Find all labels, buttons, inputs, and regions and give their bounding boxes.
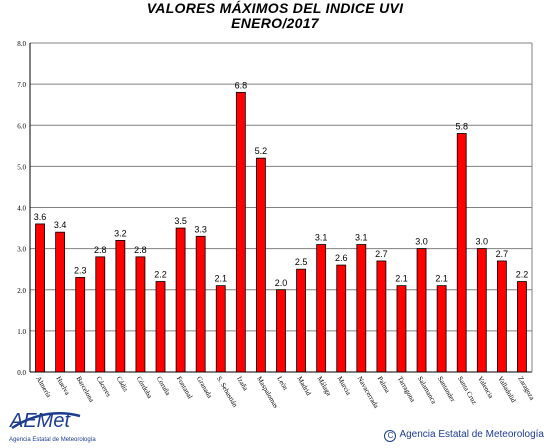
y-tick-label: 0.0 [17,369,26,377]
bar [296,268,306,373]
bar [95,256,106,373]
x-tick-label: Barcelona [74,375,96,404]
x-tick-label: Cádiz [115,375,130,393]
value-label: 5.8 [455,121,468,131]
bar [55,231,66,373]
y-tick-label: 6.0 [17,122,26,130]
logo-swoosh-icon [11,412,81,430]
bar [276,289,286,373]
value-label: 2.7 [496,249,509,259]
y-tick-label: 8.0 [17,40,26,48]
aemet-logo: AEMet Agencia Estatal de Meteorología [9,410,96,443]
value-label: 3.5 [174,216,187,226]
bar [135,256,146,373]
y-tick-label: 1.0 [17,328,26,336]
value-label: 6.8 [235,80,248,90]
bar [215,285,226,373]
value-label: 3.0 [476,237,489,247]
x-tick-label: Zaragoza [516,375,536,402]
bar [436,285,447,373]
x-tick-label: Coruña [155,375,173,398]
x-tick-label: Valencia [476,375,495,401]
x-tick-label: Izaña [235,375,250,393]
value-label: 2.1 [215,274,228,284]
bar [456,133,467,373]
bar [35,223,45,373]
value-label: 2.7 [375,249,388,259]
y-tick-labels: 0.0 1.0 2.0 3.0 4.0 5.0 6.0 7.0 8.0 [17,40,26,377]
bar [396,285,407,373]
value-label: 2.1 [395,274,408,284]
bar [496,260,507,373]
value-label: 2.2 [154,270,167,280]
value-label: 2.8 [134,245,147,255]
copyright-text: Agencia Estatal de Meteorología [399,429,544,440]
value-label: 5.2 [255,146,268,156]
x-tick-label: Santander [436,375,457,404]
bar [155,281,166,373]
x-tick-label: S. Sebastián [215,375,239,409]
y-tick-label: 5.0 [17,163,26,171]
chart-title: VALORES MÁXIMOS DEL INDICE UVI [146,0,404,16]
y-tick-label: 7.0 [17,81,26,89]
value-label: 3.1 [315,233,328,243]
bar [235,91,246,373]
x-tick-label: Málaga [315,375,333,398]
logo-subtext: Agencia Estatal de Meteorología [9,437,96,443]
bar [476,248,487,373]
x-tick-label: Huelva [54,375,71,397]
value-label: 3.2 [114,228,127,238]
bar [256,157,266,373]
value-label: 3.6 [34,212,47,222]
value-label: 3.1 [355,233,368,243]
bar [517,281,527,373]
x-tick-label: Palma [376,375,392,395]
bar [175,227,186,373]
y-tick-label: 3.0 [17,246,26,254]
bar [356,244,367,373]
copyright-notice: C Agencia Estatal de Meteorología [384,429,544,442]
value-label: 3.3 [194,224,207,234]
chart-subtitle: ENERO/2017 [231,15,319,31]
value-label: 2.2 [516,270,529,280]
value-label: 3.4 [54,220,67,230]
x-tick-label: Almería [34,375,53,400]
value-label: 3.0 [415,237,428,247]
bar [336,264,347,373]
value-label: 2.0 [275,278,288,288]
y-tick-label: 2.0 [17,287,26,295]
bar [416,248,427,373]
bar [115,239,126,373]
x-tick-label: Santa Cruz [456,375,478,406]
x-tick-label: Madrid [295,375,312,397]
x-tick-label: Cáceres [95,375,113,398]
value-label: 2.5 [295,257,308,267]
logo-text: AEMet [9,410,71,432]
x-tick-label: Valladolid [496,375,518,404]
bars [35,91,527,373]
bar [195,235,206,373]
x-tick-label: Salamanca [416,375,439,406]
x-tick-label: Córdoba [135,375,154,401]
copyright-icon: C [384,430,397,442]
bar [376,260,387,373]
x-tick-label: Fontanal [175,375,194,400]
x-tick-label: León [275,375,289,392]
bar [316,244,327,373]
bar [75,277,86,373]
value-labels: 3.6 3.4 2.3 2.8 3.2 2.8 2.2 3.5 3.3 2.1 6.8 5.2 2.0 2… [34,80,528,287]
x-tick-label: Tarragona [396,375,418,404]
value-label: 2.1 [435,274,448,284]
value-label: 2.8 [94,245,107,255]
x-tick-label: Granada [195,375,214,400]
value-label: 2.6 [335,253,348,263]
x-tick-label: Murcia [336,375,353,397]
value-label: 2.3 [74,265,87,275]
y-tick-label: 4.0 [17,205,26,213]
